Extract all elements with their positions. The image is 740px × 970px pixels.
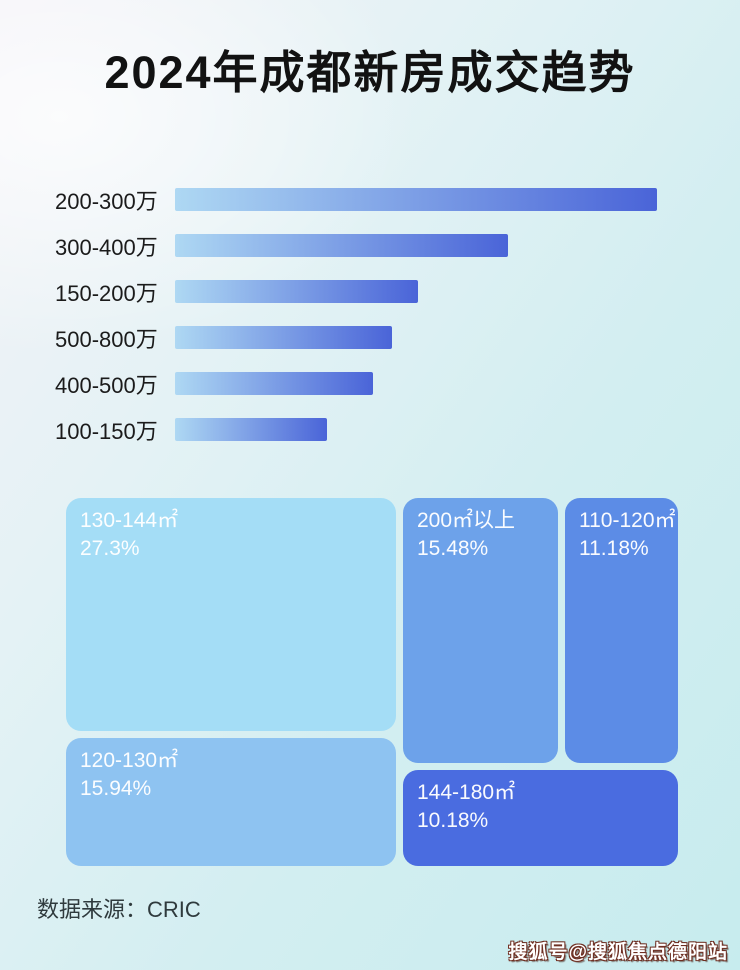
bar-fill: [175, 418, 327, 441]
bar-fill: [175, 372, 373, 395]
tile-label: 130-144㎡: [80, 509, 179, 532]
bar-row: 500-800万: [55, 326, 665, 352]
bar-track: [175, 372, 657, 395]
tile-label: 110-120㎡: [579, 509, 676, 532]
bar-row: 100-150万: [55, 418, 665, 444]
tile-percent: 10.18%: [417, 808, 489, 832]
bar-label: 400-500万: [55, 372, 158, 398]
treemap-tile: 110-120㎡ 11.18%: [565, 498, 678, 763]
bar-track: [175, 326, 657, 349]
tile-label: 120-130㎡: [80, 749, 179, 772]
bar-label: 300-400万: [55, 234, 158, 260]
treemap-tile: 120-130㎡ 15.94%: [66, 738, 396, 866]
page-title: 2024年成都新房成交趋势: [104, 47, 636, 98]
tile-label: 200㎡以上: [417, 509, 516, 532]
price-bar-chart: 200-300万 300-400万 150-200万 500-800万 400-…: [55, 188, 665, 464]
tile-percent: 15.48%: [417, 536, 489, 560]
tile-percent: 27.3%: [80, 536, 140, 560]
bar-row: 300-400万: [55, 234, 665, 260]
tile-label: 144-180㎡: [417, 781, 516, 804]
data-source-label: 数据来源：CRIC: [37, 897, 201, 922]
treemap-tile: 130-144㎡ 27.3%: [66, 498, 396, 731]
bar-label: 150-200万: [55, 280, 158, 306]
bar-row: 200-300万: [55, 188, 665, 214]
bar-fill: [175, 234, 508, 257]
bar-track: [175, 188, 657, 211]
tile-percent: 15.94%: [80, 776, 152, 800]
bar-fill: [175, 188, 657, 211]
area-treemap: 130-144㎡ 27.3% 120-130㎡ 15.94% 200㎡以上 15…: [66, 498, 678, 866]
bar-track: [175, 418, 657, 441]
bar-fill: [175, 326, 392, 349]
bar-track: [175, 234, 657, 257]
bar-row: 150-200万: [55, 280, 665, 306]
treemap-tile: 144-180㎡ 10.18%: [403, 770, 678, 866]
bar-track: [175, 280, 657, 303]
bar-label: 500-800万: [55, 326, 158, 352]
tile-percent: 11.18%: [579, 536, 649, 560]
bar-label: 200-300万: [55, 188, 158, 214]
watermark: 搜狐号@搜狐焦点德阳站: [508, 942, 728, 963]
bar-label: 100-150万: [55, 418, 158, 444]
bar-row: 400-500万: [55, 372, 665, 398]
treemap-tile: 200㎡以上 15.48%: [403, 498, 558, 763]
bar-fill: [175, 280, 419, 303]
